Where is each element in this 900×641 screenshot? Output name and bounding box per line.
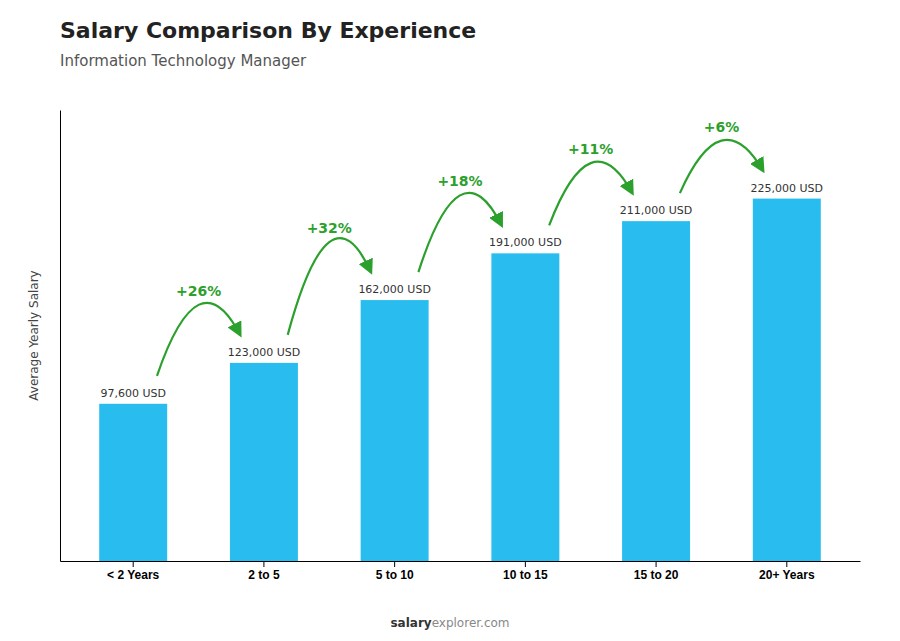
x-tick-mark [656,561,657,567]
footer-part: explorer.com [432,616,510,630]
y-axis [60,111,61,562]
data-label: 97,600 USD [100,387,166,400]
x-tick-label: 15 to 20 [634,568,679,582]
x-tick: 5 to 10 [376,561,414,582]
growth-arc [549,162,632,226]
footer-part: salary [390,616,431,630]
growth-label: +32% [307,220,352,236]
growth-arc [418,193,501,272]
y-axis-line [60,111,61,562]
x-tick-label: 10 to 15 [503,568,548,582]
bar [361,300,429,561]
x-tick-mark [133,561,134,567]
x-tick: 2 to 5 [248,561,280,582]
data-label: 162,000 USD [358,283,431,296]
growth-arc [288,238,371,335]
x-tick-label: 5 to 10 [376,568,414,582]
bars [99,199,821,561]
growth-label: +26% [176,283,221,299]
subtitle: Information Technology Manager [60,52,307,70]
data-label: 123,000 USD [228,346,301,359]
x-tick: 10 to 15 [503,561,548,582]
bar [622,221,690,561]
title: Salary Comparison By Experience [60,18,476,43]
bar [491,253,559,561]
bar [99,404,167,561]
chart-svg: Salary Comparison By Experience Informati… [0,0,900,641]
x-tick: 15 to 20 [634,561,679,582]
footer: salaryexplorer.com [390,616,509,630]
x-tick-label: < 2 Years [107,568,159,582]
data-label: 225,000 USD [751,182,824,195]
data-label: 191,000 USD [489,236,562,249]
bar [230,363,298,561]
x-tick-mark [263,561,264,567]
x-tick-label: 2 to 5 [248,568,280,582]
growth-label: +6% [704,119,740,135]
growth-label: +11% [568,141,613,157]
x-tick: < 2 Years [107,561,159,582]
growth-arcs: +26% +32% +18% +11% +6% [157,119,763,376]
labels: 97,600 USD 123,000 USD 162,000 USD 191,000 … [100,182,823,400]
y-axis-title: Average Yearly Salary [27,270,41,400]
data-label: 211,000 USD [620,204,693,217]
x-tick: 20+ Years [759,561,815,582]
growth-arc [157,303,240,376]
plot-area: < 2 Years 2 to 5 5 to 10 10 to 15 15 to 20 20… [61,111,861,582]
x-tick-mark [394,561,395,567]
growth-arc [680,140,763,193]
growth-label: +18% [437,173,482,189]
x-tick-label: 20+ Years [759,568,815,582]
x-tick-mark [786,561,787,567]
x-axis: < 2 Years 2 to 5 5 to 10 10 to 15 15 to 20 20… [61,561,861,582]
x-axis-line [61,561,861,562]
bar [753,199,821,561]
x-tick-mark [525,561,526,567]
